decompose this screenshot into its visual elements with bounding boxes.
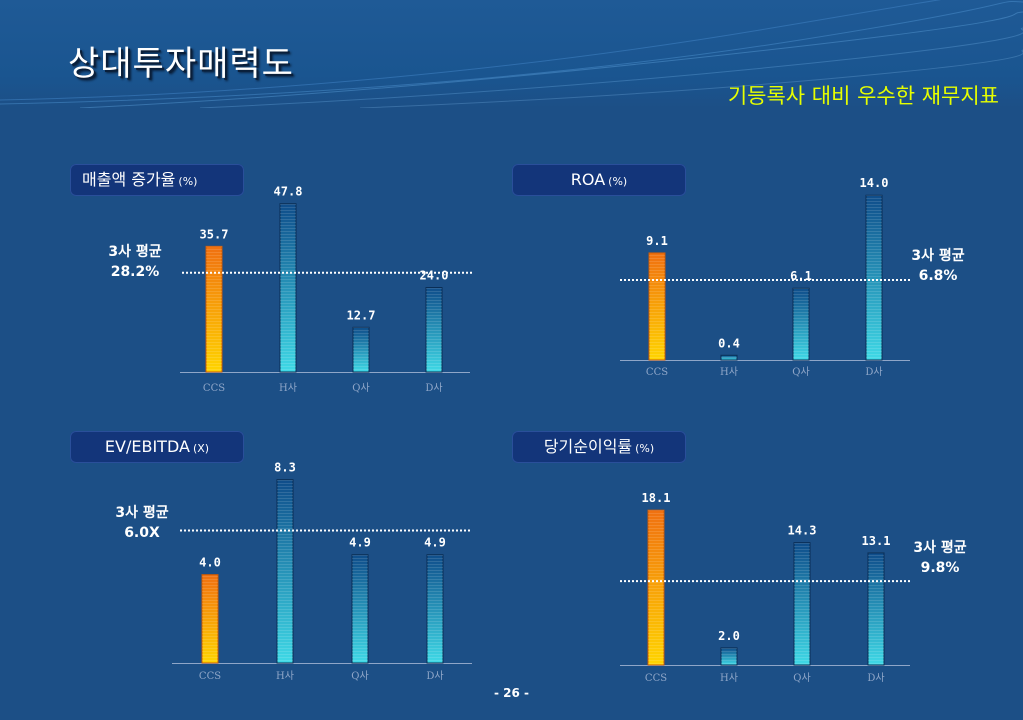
bar-texture xyxy=(721,355,737,360)
category-label-Q사: Q사 xyxy=(792,366,809,378)
bar-texture xyxy=(794,542,810,665)
average-label: 3사 평균 28.2% xyxy=(105,242,165,282)
header-band: 상대투자매력도 기등록사 대비 우수한 재무지표 xyxy=(0,0,1023,108)
value-label-D사: 24.0 xyxy=(420,269,449,283)
value-label-H사: 0.4 xyxy=(718,336,740,350)
bar-texture xyxy=(277,479,293,663)
value-label-CCS: 9.1 xyxy=(646,234,668,248)
value-label-Q사: 12.7 xyxy=(347,308,376,322)
page-number: - 26 - xyxy=(493,686,529,700)
bar-texture xyxy=(721,647,737,665)
value-label-D사: 14.0 xyxy=(860,176,889,190)
chart-svg-ev-ebitda: 4.0 CCS 8.3 H사 4.9 Q사 4.9 D사 xyxy=(172,461,472,682)
category-label-CCS: CCS xyxy=(199,671,221,682)
chart-title-box: 당기순이익률 (%) xyxy=(512,431,686,463)
category-label-Q사: Q사 xyxy=(352,382,369,394)
category-label-D사: D사 xyxy=(426,670,443,682)
category-label-D사: D사 xyxy=(425,382,442,394)
page-title: 상대투자매력도 xyxy=(68,44,294,84)
bar-texture xyxy=(353,327,369,372)
category-label-D사: D사 xyxy=(867,672,884,684)
average-label: 3사 평균 6.8% xyxy=(908,246,968,286)
chart-svg-roa: 9.1 CCS 0.4 H사 6.1 Q사 14.0 D사 xyxy=(620,176,910,378)
average-label-text: 3사 평균 xyxy=(911,248,965,264)
value-label-H사: 47.8 xyxy=(274,185,303,199)
value-label-D사: 13.1 xyxy=(862,534,891,548)
value-label-H사: 8.3 xyxy=(274,461,296,475)
chart-unit: (%) xyxy=(178,175,198,188)
value-label-Q사: 6.1 xyxy=(790,269,812,283)
category-label-CCS: CCS xyxy=(645,673,667,684)
bar-texture xyxy=(426,287,442,372)
chart-title-box: ROA (%) xyxy=(512,164,686,196)
header-swoosh-decoration xyxy=(0,0,1023,108)
value-label-CCS: 35.7 xyxy=(200,227,229,241)
average-label: 3사 평균 9.8% xyxy=(910,538,970,578)
chart-svg-sales-growth: 35.7 CCS 47.8 H사 12.7 Q사 24.0 D사 xyxy=(180,185,472,394)
average-value: 9.8% xyxy=(920,560,960,576)
category-label-CCS: CCS xyxy=(203,383,225,394)
average-label-text: 3사 평균 xyxy=(115,505,169,521)
chart-title: EV/EBITDA xyxy=(104,437,190,456)
category-label-D사: D사 xyxy=(865,366,882,378)
chart-unit: (%) xyxy=(608,175,628,188)
chart-panel-sales-growth: 매출액 증가율 (%) 3사 평균 28.2% 35.7 CCS 47.8 H사 12.7… xyxy=(0,160,500,450)
category-label-H사: H사 xyxy=(279,382,297,394)
bar-texture xyxy=(352,554,368,663)
page-subtitle: 기등록사 대비 우수한 재무지표 xyxy=(727,84,999,108)
chart-title: 당기순이익률 xyxy=(543,437,633,456)
average-label-text: 3사 평균 xyxy=(108,244,162,260)
category-label-H사: H사 xyxy=(720,672,738,684)
value-label-Q사: 4.9 xyxy=(349,536,371,550)
bar-texture xyxy=(868,552,884,665)
value-label-Q사: 14.3 xyxy=(788,524,817,538)
category-label-Q사: Q사 xyxy=(793,672,810,684)
chart-title: ROA xyxy=(570,170,606,189)
category-label-CCS: CCS xyxy=(646,367,668,378)
category-label-Q사: Q사 xyxy=(351,670,368,682)
average-label: 3사 평균 6.0X xyxy=(102,503,182,543)
average-value: 6.0X xyxy=(124,525,160,541)
value-label-D사: 4.9 xyxy=(424,536,446,550)
chart-svg-net-margin: 18.1 CCS 2.0 H사 14.3 Q사 13.1 D사 xyxy=(620,491,910,684)
bar-texture xyxy=(427,554,443,663)
average-value: 6.8% xyxy=(918,268,958,284)
bar-texture xyxy=(206,246,222,372)
average-value: 28.2% xyxy=(110,264,160,280)
chart-panel-roa: ROA (%) 3사 평균 6.8% 9.1 CCS 0.4 H사 6.1 Q사 14.0 D사 xyxy=(500,160,1000,450)
value-label-H사: 2.0 xyxy=(718,629,740,643)
bar-texture xyxy=(649,252,665,360)
bar-texture xyxy=(793,288,809,360)
category-label-H사: H사 xyxy=(276,670,294,682)
chart-panel-net-margin: 당기순이익률 (%) 3사 평균 9.8% 18.1 CCS 2.0 H사 14.3 Q사 1… xyxy=(500,430,1000,720)
chart-title: 매출액 증가율 xyxy=(82,170,176,189)
category-label-H사: H사 xyxy=(720,366,738,378)
bar-texture xyxy=(648,510,664,665)
value-label-CCS: 18.1 xyxy=(642,491,671,505)
average-label-text: 3사 평균 xyxy=(913,540,967,556)
bar-texture xyxy=(866,195,882,360)
value-label-CCS: 4.0 xyxy=(199,556,221,570)
bar-texture xyxy=(280,203,296,372)
chart-panel-ev-ebitda: EV/EBITDA (X) 3사 평균 6.0X 4.0 CCS 8.3 H사 4.9 Q사… xyxy=(0,430,500,720)
bar-texture xyxy=(202,574,218,663)
chart-unit: (%) xyxy=(635,442,655,455)
chart-unit: (X) xyxy=(192,442,210,455)
chart-title-box: 매출액 증가율 (%) xyxy=(70,164,244,196)
chart-title-box: EV/EBITDA (X) xyxy=(70,431,244,463)
